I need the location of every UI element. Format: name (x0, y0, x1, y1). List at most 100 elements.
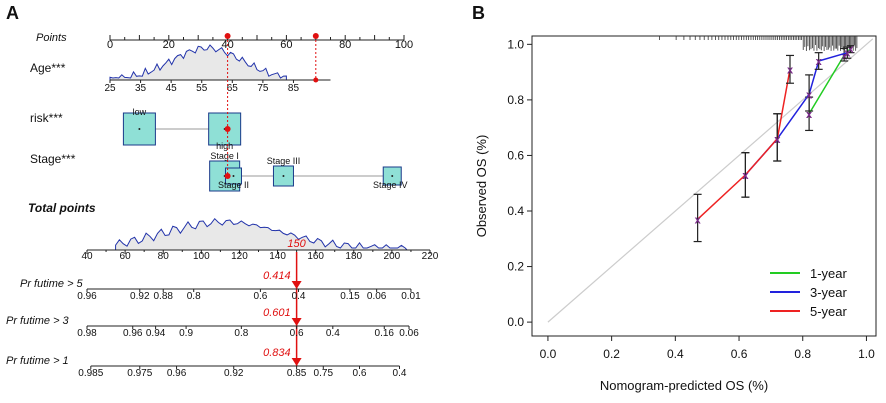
age-marker (313, 77, 319, 83)
y-tick-label: 0.6 (507, 148, 524, 162)
age-density-curve (109, 44, 287, 81)
survival-tick-label: 0.6 (290, 328, 304, 339)
stage-box-center (232, 175, 235, 177)
data-point: x (695, 214, 702, 226)
survival-predicted-value: 0.834 (263, 347, 291, 359)
survival-tick-label: 0.88 (153, 291, 173, 302)
survival-arrow (291, 318, 302, 326)
stage-category-label: Stage IV (373, 180, 408, 190)
survival-tick-label: 0.4 (292, 291, 306, 302)
y-tick-label: 0.0 (507, 315, 524, 329)
points-tick-label: 100 (395, 39, 413, 51)
y-axis-label: Observed OS (%) (474, 135, 489, 238)
total-points-tick-label: 180 (345, 251, 362, 262)
survival-tick-label: 0.4 (326, 328, 340, 339)
x-tick-label: 0.0 (540, 347, 557, 361)
survival-predicted-value: 0.414 (263, 270, 291, 282)
age-tick-label: 25 (104, 83, 116, 94)
age-tick-label: 55 (196, 83, 208, 94)
survival-tick-label: 0.8 (187, 291, 201, 302)
age-row-label: Age*** (30, 61, 66, 75)
total-points-tick-label: 80 (158, 251, 170, 262)
survival-tick-label: 0.01 (401, 291, 421, 302)
panel-b-label: B (472, 3, 485, 23)
x-tick-label: 0.6 (731, 347, 748, 361)
total-points-tick-label: 40 (81, 251, 93, 262)
survival-tick-label: 0.06 (399, 328, 419, 339)
stage-marker (224, 173, 231, 179)
points-tick-label: 20 (163, 39, 175, 51)
survival-arrow (291, 358, 302, 366)
stage-category-label: Stage III (267, 156, 301, 166)
y-tick-label: 1.0 (507, 37, 524, 51)
total-points-tick-label: 200 (384, 251, 401, 262)
total-points-tick-label: 220 (422, 251, 439, 262)
total-points-label: Total points (28, 201, 96, 215)
data-point: x (787, 64, 794, 76)
stage-row-label: Stage*** (30, 152, 76, 166)
total-points-tick-label: 140 (269, 251, 286, 262)
risk-category-label: low (133, 107, 147, 117)
total-points-tick-label: 100 (193, 251, 210, 262)
age-tick-label: 35 (135, 83, 147, 94)
calibration-panel: 0.0 0.2 0.4 0.6 0.8 1.0 0.0 0.2 0.4 0.6 0.8 1.0 Nomo… (474, 35, 877, 393)
stage-category-label: Stage I (210, 151, 239, 161)
risk-row-label: risk*** (30, 111, 63, 125)
age-tick-label: 85 (288, 83, 300, 94)
legend-label-1: 1-year (810, 266, 848, 281)
survival-tick-label: 0.92 (130, 291, 150, 302)
survival-tick-label: 0.6 (253, 291, 267, 302)
survival-tick-label: 0.16 (375, 328, 395, 339)
data-point: x (816, 56, 823, 68)
total-points-highlight: 150 (287, 238, 306, 250)
risk-category-label: high (216, 141, 233, 151)
survival-tick-label: 0.96 (167, 368, 187, 379)
survival-tick-label: 0.85 (287, 368, 307, 379)
risk-box-center (138, 128, 141, 130)
stage-box-center (282, 175, 285, 177)
total-points-density (115, 217, 409, 251)
total-points-tick-label: 120 (231, 251, 248, 262)
x-tick-label: 1.0 (858, 347, 875, 361)
stage-box-center (391, 175, 394, 177)
points-marker (224, 33, 231, 39)
x-tick-label: 0.8 (794, 347, 811, 361)
survival-tick-label: 0.985 (78, 368, 103, 379)
survival-tick-label: 0.94 (146, 328, 166, 339)
total-points-tick-label: 160 (307, 251, 324, 262)
series-line-3 (697, 69, 791, 220)
survival-tick-label: 0.96 (77, 291, 97, 302)
points-tick-label: 60 (280, 39, 292, 51)
survival-tick-label: 0.9 (179, 328, 193, 339)
data-point: x (847, 44, 854, 56)
survival-row-label: Pr futime > 1 (6, 355, 69, 367)
reference-diagonal (547, 38, 874, 323)
survival-arrow (291, 281, 302, 289)
total-points-tick-label: 60 (120, 251, 132, 262)
legend-label-2: 3-year (810, 285, 848, 300)
panel-a-label: A (6, 3, 19, 23)
risk-marker (224, 126, 231, 132)
survival-tick-label: 0.98 (77, 328, 97, 339)
survival-tick-label: 0.6 (353, 368, 367, 379)
points-tick-label: 80 (339, 39, 351, 51)
risk-box-low (122, 112, 156, 146)
data-point: x (841, 50, 848, 62)
survival-row-label: Pr futime > 3 (6, 315, 70, 327)
points-marker (312, 33, 319, 39)
survival-predicted-value: 0.601 (263, 307, 291, 319)
stage-category-label: Stage II (218, 180, 249, 190)
data-point: x (774, 134, 781, 146)
points-row-label: Points (36, 32, 67, 44)
legend-label-3: 5-year (810, 304, 848, 319)
x-tick-label: 0.4 (667, 347, 684, 361)
survival-tick-label: 0.06 (367, 291, 387, 302)
points-tick-label: 0 (107, 39, 113, 51)
nomogram-panel: Points 0 20 40 60 80 100 Age*** 25 35 45 55 65 75 85 ri… (6, 32, 439, 379)
survival-tick-label: 0.92 (224, 368, 244, 379)
y-tick-label: 0.8 (507, 93, 524, 107)
survival-tick-label: 0.8 (234, 328, 248, 339)
age-tick-label: 65 (227, 83, 239, 94)
survival-tick-label: 0.15 (340, 291, 360, 302)
